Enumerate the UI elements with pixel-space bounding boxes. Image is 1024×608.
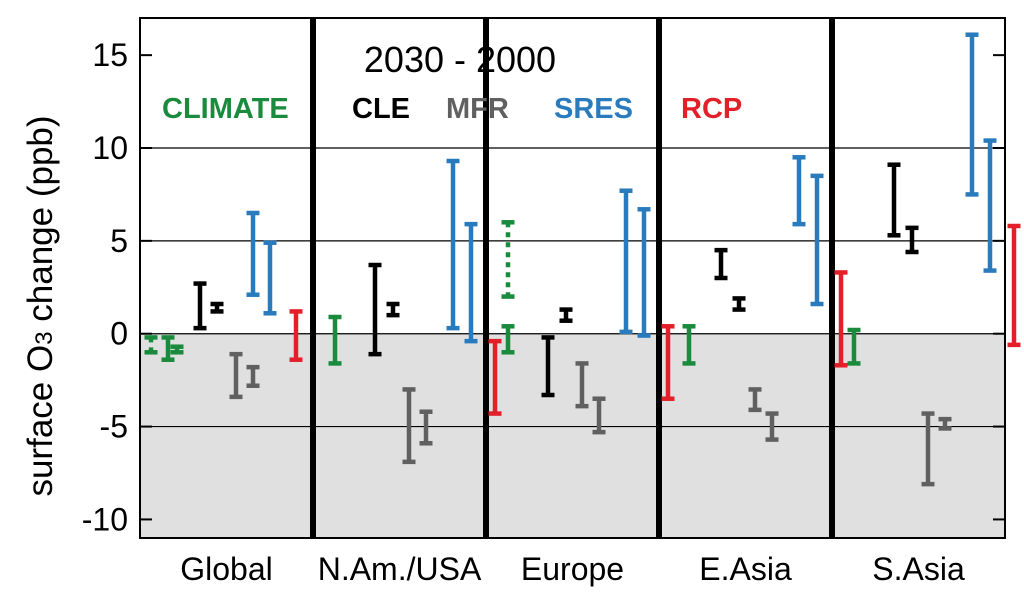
- range-bar: [965, 32, 979, 197]
- range-bar: [289, 309, 303, 362]
- y-axis-label: surface O3 change (ppb): [21, 115, 60, 496]
- range-bar: [210, 301, 224, 314]
- range-bar: [328, 314, 342, 366]
- range-bar: [464, 221, 478, 344]
- range-bar: [170, 344, 184, 355]
- range-bar: [368, 262, 382, 357]
- range-bar: [921, 411, 935, 487]
- range-bar: [446, 158, 460, 331]
- range-bar: [661, 324, 675, 401]
- y-axis-label-part-2: change (ppb): [21, 115, 60, 331]
- range-bar: [1007, 223, 1021, 348]
- y-axis-ticks: 15 10 5 0 -5 -10: [82, 37, 1005, 537]
- range-bar: [575, 361, 589, 409]
- range-bar: [748, 387, 762, 413]
- x-category-label: S.Asia: [872, 551, 965, 587]
- legend: CLIMATE CLE MFR SRES RCP: [162, 93, 742, 125]
- plot-frame: [139, 17, 1006, 539]
- y-tick-label: 15: [92, 37, 128, 73]
- range-bar: [501, 324, 515, 355]
- chart-title: 2030 - 2000: [364, 39, 556, 80]
- range-bar: [834, 270, 848, 368]
- y-tick-label: -5: [100, 409, 128, 445]
- range-bar: [559, 307, 573, 323]
- y-axis-label-part-1: surface O: [21, 345, 60, 497]
- range-bar: [193, 281, 207, 331]
- range-bar: [229, 351, 243, 400]
- x-category-label: Global: [180, 551, 273, 587]
- range-bar: [905, 225, 919, 255]
- region-separators: [310, 18, 835, 538]
- range-bar: [619, 188, 633, 335]
- range-bar: [263, 240, 277, 316]
- range-bars: [144, 32, 1021, 487]
- range-bar: [983, 138, 997, 273]
- legend-item: SRES: [554, 93, 633, 125]
- range-bar: [938, 416, 952, 431]
- range-bar: [488, 338, 502, 416]
- negative-region-shading: [140, 333, 1005, 538]
- range-bar: [682, 324, 696, 366]
- x-category-label: E.Asia: [699, 551, 792, 587]
- range-bar: [402, 387, 416, 465]
- range-bar: [386, 301, 400, 318]
- range-bar: [144, 335, 158, 355]
- legend-item: MFR: [446, 93, 509, 125]
- legend-item: CLIMATE: [162, 93, 289, 125]
- gridlines: [140, 147, 1005, 428]
- range-bar: [792, 155, 806, 227]
- y-axis-label-subscript: 3: [31, 331, 58, 344]
- legend-item: CLE: [352, 93, 410, 125]
- range-bar: [732, 296, 746, 312]
- x-axis-labels: Global N.Am./USA Europe E.Asia S.Asia: [180, 551, 965, 587]
- range-bar: [541, 335, 555, 398]
- range-bar: [887, 162, 901, 238]
- range-bar: [714, 247, 728, 281]
- range-bar: [246, 364, 260, 388]
- x-category-label: N.Am./USA: [318, 551, 482, 587]
- y-tick-label: 0: [110, 316, 128, 352]
- range-bar: [419, 409, 433, 446]
- legend-item: RCP: [681, 93, 742, 125]
- range-bar: [161, 335, 175, 362]
- range-bar: [847, 327, 861, 366]
- x-category-label: Europe: [521, 551, 624, 587]
- range-bar: [810, 173, 824, 307]
- range-bar: [246, 210, 260, 297]
- range-bar: [592, 396, 606, 435]
- y-tick-label: -10: [82, 501, 128, 537]
- y-tick-label: 10: [92, 130, 128, 166]
- range-bar: [501, 220, 515, 299]
- y-tick-label: 5: [110, 223, 128, 259]
- range-bar: [765, 411, 779, 442]
- range-bar: [637, 207, 651, 338]
